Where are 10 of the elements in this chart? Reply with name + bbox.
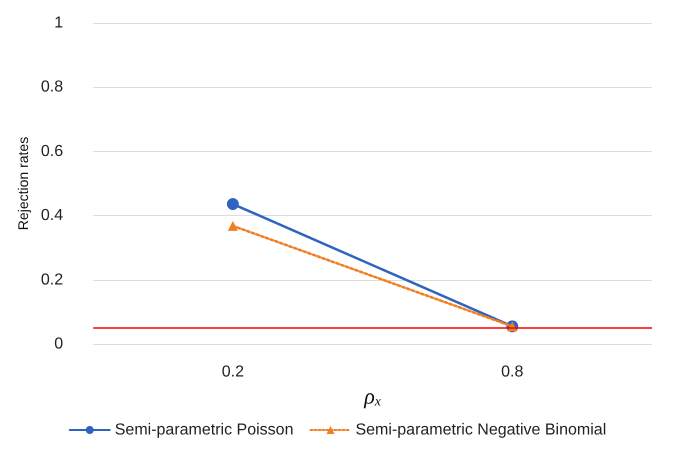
y-tick-label: 0.8 <box>40 78 64 96</box>
y-tick-label: 1 <box>54 14 64 32</box>
y-tick-label: 0.2 <box>40 271 64 288</box>
y-tick-label: 0 <box>54 336 64 352</box>
y-tick-label: 0.4 <box>40 207 64 224</box>
legend-label: Semi-parametric Negative Binomial <box>355 422 606 438</box>
y-axis-title: Rejection rates <box>15 136 31 230</box>
point <box>226 198 239 210</box>
y-tick-label: 0.6 <box>40 142 64 160</box>
legend-label: Semi-parametric Poisson <box>114 422 294 438</box>
